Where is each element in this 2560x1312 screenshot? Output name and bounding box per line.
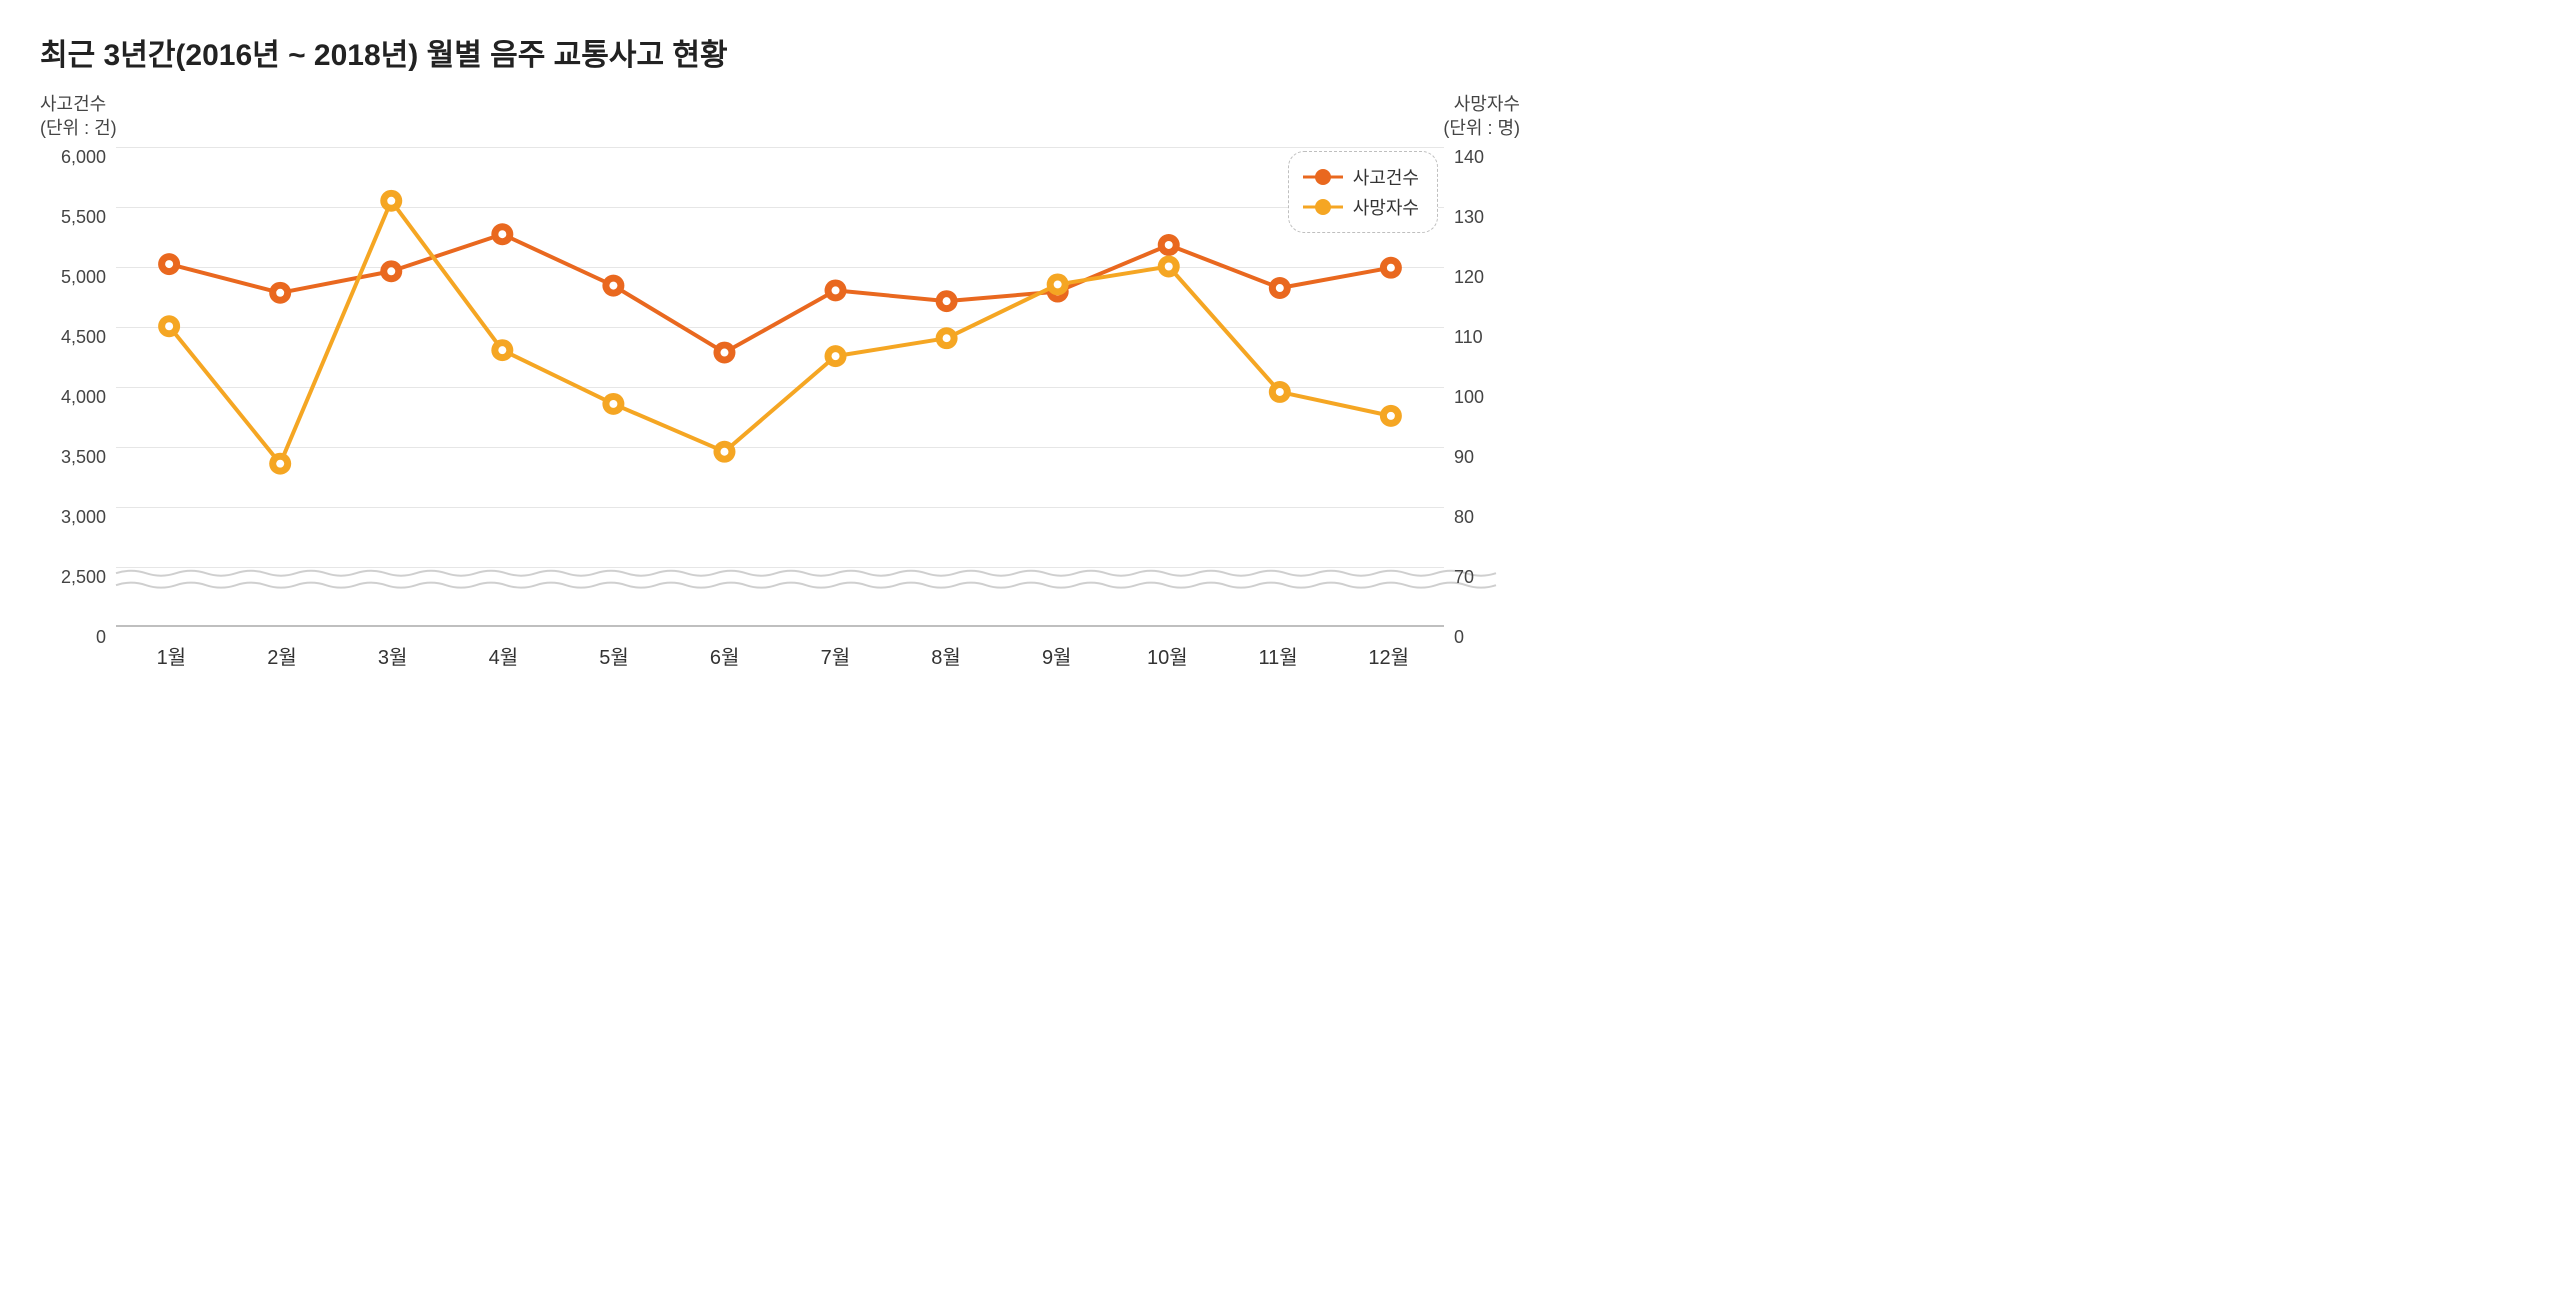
y-right-title: 사망자수 (단위 : 명) <box>1443 92 1520 141</box>
plot-row: 6,0005,5005,0004,5004,0003,5003,0002,500… <box>40 147 1520 627</box>
x-tick: 6월 <box>669 641 780 670</box>
series-marker-inner-accidents <box>720 348 728 356</box>
y-ticks-right: 1401301201101009080700 <box>1444 147 1520 627</box>
series-marker-inner-accidents <box>498 230 506 238</box>
x-tick: 12월 <box>1333 641 1444 670</box>
x-tick: 3월 <box>337 641 448 670</box>
series-marker-inner-accidents <box>832 286 840 294</box>
x-tick: 9월 <box>1001 641 1112 670</box>
chart-title: 최근 3년간(2016년 ~ 2018년) 월별 음주 교통사고 현황 <box>40 30 1520 74</box>
series-marker-inner-accidents <box>609 281 617 289</box>
legend-label-deaths: 사망자수 <box>1353 194 1419 220</box>
x-tick: 10월 <box>1112 641 1223 670</box>
series-marker-inner-deaths <box>387 196 395 204</box>
plot-area: 사고건수 사망자수 <box>116 147 1444 627</box>
series-marker-inner-deaths <box>1387 411 1395 419</box>
x-ticks: 1월2월3월4월5월6월7월8월9월10월11월12월 <box>116 641 1444 670</box>
series-marker-inner-accidents <box>1276 284 1284 292</box>
series-marker-inner-deaths <box>1054 280 1062 288</box>
y-left-title-line1: 사고건수 <box>40 92 117 116</box>
legend-item-accidents: 사고건수 <box>1303 162 1419 192</box>
series-marker-inner-accidents <box>165 260 173 268</box>
x-tick: 5월 <box>559 641 670 670</box>
series-marker-inner-deaths <box>609 400 617 408</box>
series-marker-inner-deaths <box>720 447 728 455</box>
legend-swatch-deaths <box>1303 199 1343 215</box>
series-marker-inner-deaths <box>276 459 284 467</box>
legend-item-deaths: 사망자수 <box>1303 192 1419 222</box>
series-marker-inner-deaths <box>943 334 951 342</box>
series-marker-inner-accidents <box>387 267 395 275</box>
y-left-title: 사고건수 (단위 : 건) <box>40 92 117 141</box>
y-left-title-line2: (단위 : 건) <box>40 116 117 140</box>
series-marker-inner-deaths <box>498 346 506 354</box>
x-tick: 11월 <box>1223 641 1334 670</box>
series-marker-inner-deaths <box>1165 262 1173 270</box>
y-right-title-line2: (단위 : 명) <box>1443 116 1520 140</box>
series-marker-inner-accidents <box>276 288 284 296</box>
y-right-title-line1: 사망자수 <box>1443 92 1520 116</box>
axis-break-wave <box>116 582 1496 587</box>
chart-container: 최근 3년간(2016년 ~ 2018년) 월별 음주 교통사고 현황 사고건수… <box>40 30 1520 670</box>
x-tick: 8월 <box>891 641 1002 670</box>
x-tick: 4월 <box>448 641 559 670</box>
series-marker-inner-accidents <box>1387 263 1395 271</box>
series-marker-inner-accidents <box>1165 241 1173 249</box>
legend: 사고건수 사망자수 <box>1288 151 1438 233</box>
chart-svg <box>116 147 1444 625</box>
series-marker-inner-deaths <box>1276 388 1284 396</box>
x-tick: 1월 <box>116 641 227 670</box>
legend-label-accidents: 사고건수 <box>1353 164 1419 190</box>
axis-break-wave <box>116 570 1496 575</box>
x-tick: 2월 <box>227 641 338 670</box>
series-marker-inner-deaths <box>832 352 840 360</box>
axis-titles: 사고건수 (단위 : 건) 사망자수 (단위 : 명) <box>40 92 1520 141</box>
legend-swatch-accidents <box>1303 169 1343 185</box>
series-marker-inner-deaths <box>165 322 173 330</box>
series-line-deaths <box>169 200 1391 463</box>
x-tick: 7월 <box>780 641 891 670</box>
series-marker-inner-accidents <box>943 297 951 305</box>
y-ticks-left: 6,0005,5005,0004,5004,0003,5003,0002,500… <box>40 147 116 627</box>
